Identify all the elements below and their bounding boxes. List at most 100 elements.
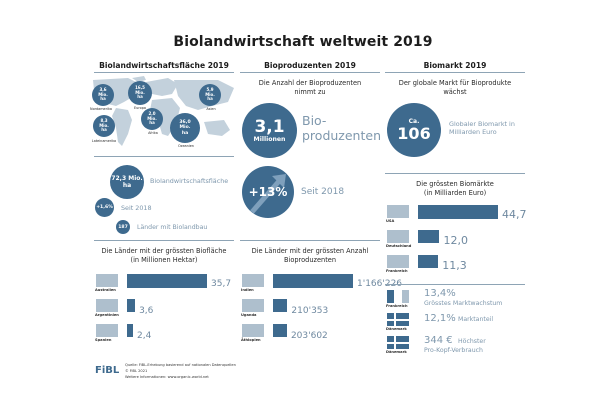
countries-circle: 187 [116, 220, 130, 234]
market-heading-rule [385, 72, 525, 73]
region-value: 3,6 [99, 87, 107, 93]
bar-category-label: USA [386, 219, 395, 223]
market-label: Globaler Biomarkt in Milliarden Euro [449, 120, 515, 136]
flag-icon [242, 274, 264, 287]
bar-value-label: 12,0 [443, 234, 468, 247]
bar [418, 255, 439, 268]
producers-growth-label: Seit 2018 [301, 187, 345, 197]
area-chart-title-line2: (in Millionen Hektar) [130, 256, 198, 264]
market-label-line2: Milliarden Euro [449, 128, 497, 136]
flag-icon [387, 205, 409, 218]
region-circle: 3,6 Mio. ha [92, 84, 114, 106]
region-label-afrika: Afrika [148, 131, 158, 135]
flag-icon [96, 274, 118, 287]
bar-row: Argentinien 3,6 [94, 298, 234, 322]
producers-chart-title-line1: Die Länder mit der grössten Anzahl [251, 247, 369, 255]
region-unit: Mio. [98, 91, 108, 97]
footer-copyright: © FiBL 2021 [125, 369, 148, 373]
fact-country: Frankreich [386, 304, 408, 308]
bar-value-label: 35,7 [211, 279, 232, 289]
region-value: 2,0 [148, 111, 156, 117]
page-title: Biolandwirtschaft weltweit 2019 [173, 34, 433, 50]
bar-row: Australien 35,7 [94, 273, 234, 297]
bar-category-label: Frankreich [386, 269, 408, 273]
total-area-value: 72,3 Mio. [111, 175, 143, 182]
bar [273, 274, 353, 288]
fact-country: Dänemark [386, 350, 407, 354]
bar [127, 274, 207, 288]
market-value: 106 [397, 124, 431, 143]
region-value: 16,5 [135, 85, 145, 91]
fact-value: 13,4% [424, 288, 456, 299]
producers-intro-line1: Die Anzahl der Bioproduzenten [258, 79, 362, 87]
bar [273, 324, 287, 337]
market-intro: Der globale Markt für Bioprodukte wächst [385, 79, 525, 97]
region-circle: 36,0 Mio. ha [170, 113, 200, 143]
market-chart-title-line2: (in Milliarden Euro) [423, 189, 487, 197]
region-unit2: ha [101, 127, 107, 133]
bar-value-label: 44,7 [502, 208, 527, 221]
bar-value-label: 11,3 [442, 259, 467, 272]
bar-row: USA 44,7 [385, 204, 527, 228]
fact-row: Dänemark 344 € Höchster Pro-Kopf-Verbrau… [385, 334, 525, 360]
map-region-afrika: 2,0 Mio. ha [141, 108, 163, 130]
region-unit2: ha [181, 130, 189, 136]
producers-label-line2: produzenten [302, 128, 381, 143]
region-unit2: ha [137, 94, 143, 100]
market-label-line1: Globaler Biomarkt in [449, 120, 515, 128]
bar-row: Äthiopien 203'602 [240, 323, 380, 347]
producers-chart-title-line2: Bioproduzenten [283, 256, 337, 264]
region-unit2: ha [100, 96, 106, 102]
market-heading: Biomarkt 2019 [423, 61, 487, 70]
region-label-ozeanien: Ozeanien [178, 144, 194, 148]
flag-icon [96, 324, 118, 337]
bar [418, 230, 440, 243]
bar-row: Spanien 2,4 [94, 323, 234, 347]
flag-icon-daenemark [387, 313, 409, 326]
producers-value: 3,1 [254, 117, 285, 137]
map-region-lateinamerika: 8,3 Mio. ha [93, 115, 115, 137]
producers-heading: Bioproduzenten 2019 [264, 61, 356, 70]
fact-label: Marktanteil [458, 316, 494, 323]
area-growth-circle: +1,6% [95, 198, 114, 217]
region-unit: Mio. [135, 89, 145, 95]
region-unit2: ha [207, 96, 213, 102]
bar-category-label: Australien [95, 288, 116, 292]
growth-arrow-icon [250, 174, 286, 214]
fact-value: 12,1% [424, 313, 456, 324]
bar-category-label: Deutschland [386, 244, 412, 248]
bar-category-label: Uganda [241, 313, 257, 317]
producers-chart-rule [240, 240, 380, 241]
producers-circle: 3,1 Millionen [242, 103, 297, 158]
fact-country: Dänemark [386, 327, 407, 331]
map-region-nordamerika: 3,6 Mio. ha [92, 84, 114, 106]
region-circle: 2,0 Mio. ha [141, 108, 163, 130]
producers-growth-value: +13% [248, 185, 288, 199]
area-map-rule [94, 156, 234, 157]
fact-label2: Pro-Kopf-Verbrauch [424, 347, 483, 354]
producers-intro-line2: nimmt zu [294, 88, 326, 96]
market-chart-title: Die grössten Biomärkte (in Milliarden Eu… [385, 180, 525, 198]
area-heading-rule [94, 72, 234, 73]
bar [418, 205, 498, 219]
total-area-label: Biolandwirtschaftsfläche [150, 177, 229, 185]
footer-more-info: Weitere Informationen: www.organic-world… [125, 375, 209, 379]
fact-row: Frankreich 13,4% Grösstes Marktwachstum [385, 288, 525, 311]
market-facts: Frankreich 13,4% Grösstes Marktwachstum … [385, 288, 525, 360]
bar [273, 299, 288, 312]
flag-icon [387, 255, 409, 268]
bar-value-label: 203'602 [290, 331, 328, 341]
bar-value-label: 3,6 [139, 306, 154, 316]
area-chart-title: Die Länder mit der grössten Biofläche (i… [94, 247, 234, 265]
bar-category-label: Spanien [95, 338, 112, 342]
market-circle: Ca. 106 [387, 103, 441, 157]
bar-row: Frankreich 11,3 [385, 254, 525, 278]
flag-icon [242, 299, 264, 312]
producers-bar-chart: Indien 1'166'226 Uganda 210'353 Äthiopien 203… [240, 273, 402, 347]
region-unit: Mio. [147, 115, 157, 121]
flag-icon [242, 324, 264, 337]
map-region-asien: 5,9 Mio. ha [199, 84, 221, 106]
producers-label-line1: Bio- [302, 113, 327, 128]
bar-category-label: Indien [241, 288, 254, 292]
region-unit: Mio. [205, 91, 215, 97]
